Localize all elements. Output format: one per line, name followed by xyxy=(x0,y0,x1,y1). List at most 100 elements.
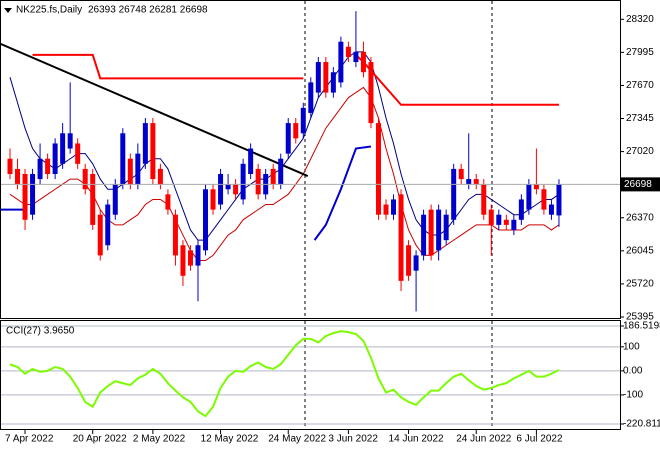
y-tick-label: 27995 xyxy=(626,47,654,58)
step-red xyxy=(32,53,559,106)
candle-body xyxy=(300,107,306,134)
last-price-label: 26698 xyxy=(624,179,652,190)
y-tick-label: 27670 xyxy=(626,80,654,91)
x-tick-label: 24 May 2022 xyxy=(268,434,326,445)
candle-body xyxy=(52,143,58,174)
last-price-box xyxy=(620,177,660,192)
candle-body xyxy=(37,158,43,180)
candle-body xyxy=(285,123,291,154)
candle-body xyxy=(135,153,141,185)
y-tick-label: -220.811 xyxy=(623,419,660,430)
y-tick-label: 25720 xyxy=(626,279,654,290)
symbol: NK225.fs,Daily xyxy=(16,5,82,16)
candle-body xyxy=(75,143,81,164)
candle-body xyxy=(443,214,449,241)
cci-panel xyxy=(0,320,621,430)
candle-body xyxy=(127,158,133,185)
candle-body xyxy=(398,194,404,281)
candle-body xyxy=(180,245,186,276)
candle-body xyxy=(195,245,201,266)
candle-body xyxy=(210,189,216,210)
candle-body xyxy=(308,82,314,113)
candle-body xyxy=(97,214,103,256)
step-blue xyxy=(1,145,372,241)
candle-body xyxy=(7,158,13,174)
candle-body xyxy=(157,168,163,185)
ma-fast xyxy=(9,51,560,241)
x-tick-label: 3 Jun 2022 xyxy=(328,434,378,445)
candle-body xyxy=(240,163,246,200)
candle-body xyxy=(368,62,374,124)
candle-body xyxy=(556,184,562,216)
y-tick-label: -100 xyxy=(623,390,643,401)
candle-body xyxy=(375,123,381,215)
candle-body xyxy=(30,173,36,215)
candle-body xyxy=(172,214,178,256)
candle-body xyxy=(360,51,366,73)
candle-body xyxy=(22,173,28,220)
x-tick-label: 20 Apr 2022 xyxy=(73,434,127,445)
candle-body xyxy=(225,184,231,190)
candle-body xyxy=(451,168,457,220)
candle-body xyxy=(15,168,21,185)
candle-body xyxy=(511,219,517,230)
candle-body xyxy=(541,189,547,210)
x-tick-label: 24 Jun 2022 xyxy=(456,434,511,445)
candle-body xyxy=(187,250,193,266)
candle-body xyxy=(278,158,284,185)
candle-body xyxy=(391,199,397,215)
candle-body xyxy=(218,173,224,205)
x-tick-label: 7 Apr 2022 xyxy=(5,434,54,445)
candle-body xyxy=(345,46,351,57)
candle-body xyxy=(518,199,524,220)
candle-body xyxy=(323,62,329,93)
candle-body xyxy=(248,148,254,174)
candle-body xyxy=(67,133,73,149)
candle-body xyxy=(330,72,336,93)
ma-slow xyxy=(9,86,560,261)
candle-body xyxy=(466,179,472,185)
candle-body xyxy=(142,123,148,164)
candle-body xyxy=(428,209,434,256)
cci-plot xyxy=(1,325,620,425)
candle-body xyxy=(315,62,321,93)
y-tick-label: 27020 xyxy=(626,146,654,157)
y-tick-label: 27345 xyxy=(626,113,654,124)
candle-body xyxy=(413,255,419,271)
y-tick-label: 26370 xyxy=(626,212,654,223)
menu-arrow xyxy=(4,8,12,13)
candle-body xyxy=(406,245,412,276)
candle-body xyxy=(383,204,389,215)
candle-body xyxy=(60,133,66,164)
candle-body xyxy=(165,194,171,210)
candle-body xyxy=(270,168,276,185)
cci-line xyxy=(9,330,560,418)
candle-body xyxy=(90,173,96,225)
candle-body xyxy=(503,219,509,225)
candle-body xyxy=(481,184,487,215)
x-tick-label: 14 Jun 2022 xyxy=(389,434,444,445)
candle-body xyxy=(82,168,88,190)
candle-body xyxy=(338,41,344,83)
axes: 2832027995276702734527020266952637026045… xyxy=(5,14,660,445)
x-tick-label: 12 May 2022 xyxy=(201,434,259,445)
candle-body xyxy=(488,209,494,225)
candle-body xyxy=(526,184,532,210)
candle-body xyxy=(458,168,464,180)
candle-body xyxy=(233,184,239,195)
cci-title: CCI(27) 3.9650 xyxy=(6,326,75,337)
candle-body xyxy=(45,158,51,174)
candle-body xyxy=(353,51,359,63)
y-tick-label: 186.5198 xyxy=(623,321,660,332)
ohlc-label: 26393 26748 26281 26698 xyxy=(88,5,208,16)
y-tick-label: 28320 xyxy=(626,14,654,25)
candle-body xyxy=(105,204,111,246)
y-tick-label: 25395 xyxy=(626,312,654,323)
candle-body xyxy=(436,209,442,251)
trendline xyxy=(1,42,309,177)
candle-body xyxy=(496,214,502,225)
y-tick-label: 26045 xyxy=(626,245,654,256)
candle-body xyxy=(120,133,126,185)
